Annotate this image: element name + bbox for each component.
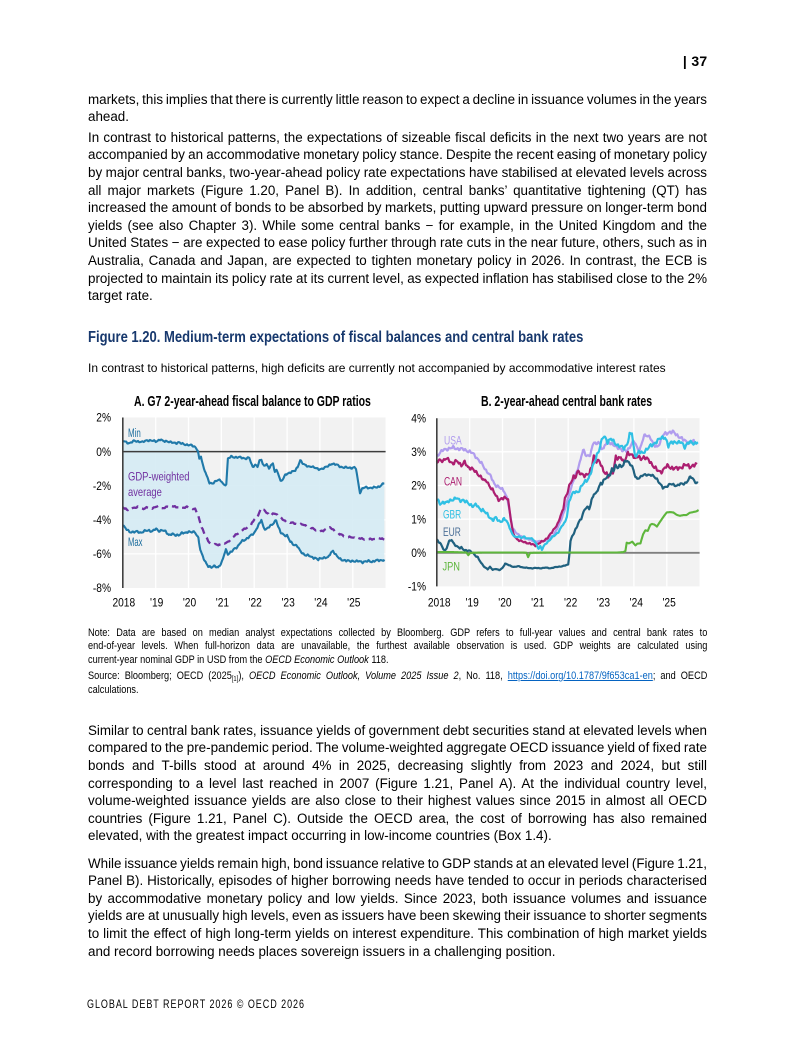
svg-text:'22: '22 xyxy=(564,596,578,610)
svg-text:0%: 0% xyxy=(96,445,111,459)
svg-text:GDP-weighted: GDP-weighted xyxy=(128,470,190,484)
svg-text:'20: '20 xyxy=(183,596,197,610)
svg-text:-8%: -8% xyxy=(93,581,111,595)
svg-text:'24: '24 xyxy=(314,596,328,610)
svg-text:'24: '24 xyxy=(630,596,644,610)
svg-text:JPN: JPN xyxy=(443,560,461,574)
svg-text:'19: '19 xyxy=(150,596,164,610)
svg-text:EUR: EUR xyxy=(443,525,461,539)
svg-text:USA: USA xyxy=(444,433,462,447)
svg-text:'21: '21 xyxy=(531,596,545,610)
svg-text:-2%: -2% xyxy=(93,479,111,493)
svg-text:'21: '21 xyxy=(216,596,230,610)
svg-text:2%: 2% xyxy=(96,411,111,425)
svg-text:3%: 3% xyxy=(411,445,426,459)
svg-text:'23: '23 xyxy=(281,596,295,610)
svg-text:Max: Max xyxy=(128,535,143,549)
svg-text:average: average xyxy=(128,485,162,499)
svg-text:Min: Min xyxy=(128,426,141,440)
svg-text:1%: 1% xyxy=(411,512,426,526)
svg-text:2018: 2018 xyxy=(428,596,451,610)
svg-text:'25: '25 xyxy=(347,596,361,610)
svg-text:'20: '20 xyxy=(498,596,512,610)
svg-text:4%: 4% xyxy=(411,411,426,425)
svg-text:'22: '22 xyxy=(249,596,263,610)
svg-text:GBR: GBR xyxy=(443,508,461,522)
svg-text:0%: 0% xyxy=(411,546,426,560)
svg-text:-4%: -4% xyxy=(93,513,111,527)
svg-text:'25: '25 xyxy=(662,596,676,610)
svg-text:2018: 2018 xyxy=(112,596,135,610)
svg-text:'23: '23 xyxy=(597,596,611,610)
svg-text:2%: 2% xyxy=(411,479,426,493)
svg-text:'19: '19 xyxy=(465,596,479,610)
svg-text:-1%: -1% xyxy=(408,580,426,594)
svg-text:-6%: -6% xyxy=(93,547,111,561)
svg-text:CAN: CAN xyxy=(444,474,462,488)
